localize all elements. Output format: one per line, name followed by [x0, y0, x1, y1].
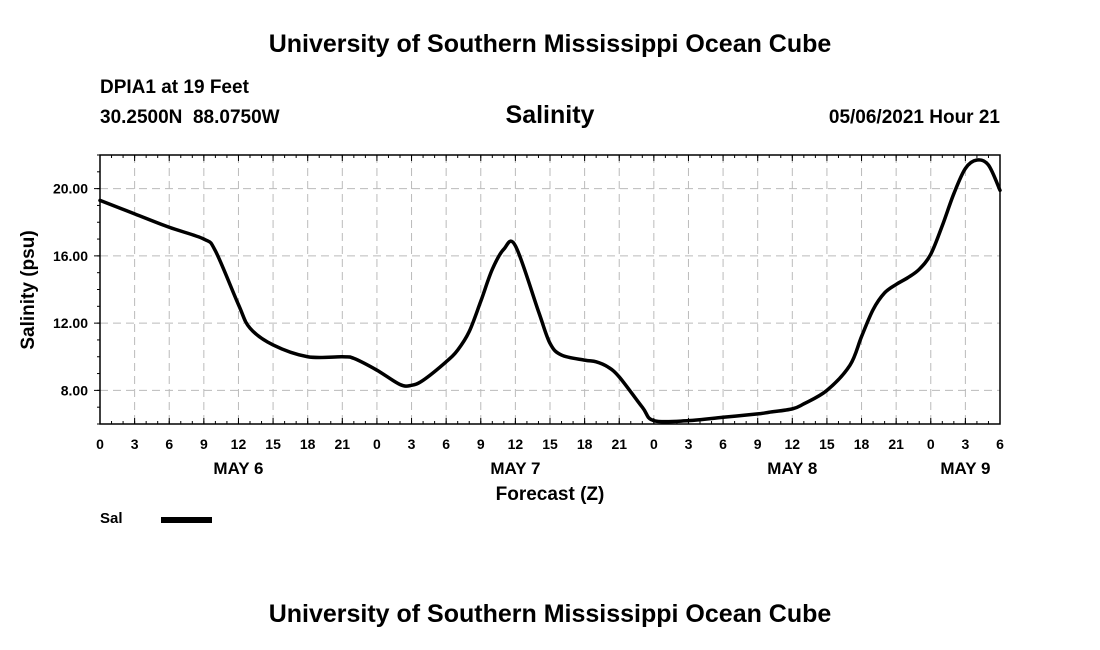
axis-labels: 8.00 12.00 16.00 20.00 0 3 6 9 12 15 18 21 0 3 6 9 12 15 1…	[53, 181, 1004, 478]
x-tick-label: 12	[785, 436, 801, 452]
y-tick-label: 20.00	[53, 181, 88, 197]
x-tick-label: 21	[335, 436, 351, 452]
x-tick-label: 3	[408, 436, 416, 452]
x-tick-label: 0	[650, 436, 658, 452]
forecast-datetime: 05/06/2021 Hour 21	[828, 107, 1000, 128]
x-tick-label: 6	[442, 436, 450, 452]
chart-title-bottom: University of Southern Mississippi Ocean…	[268, 600, 832, 628]
y-tick-label: 12.00	[53, 315, 88, 331]
x-tick-label: 21	[888, 436, 904, 452]
x-axis-label: Forecast (Z)	[496, 484, 605, 505]
y-tick-label: 8.00	[61, 382, 88, 398]
x-tick-label: 18	[300, 436, 316, 452]
legend-label: Sal	[100, 510, 123, 527]
date-label: MAY 6	[213, 459, 263, 478]
x-tick-label: 9	[754, 436, 762, 452]
x-tick-label: 0	[927, 436, 935, 452]
x-tick-label: 15	[265, 436, 281, 452]
x-tick-label: 3	[685, 436, 693, 452]
series-line-sal	[98, 158, 1002, 424]
x-tick-label: 3	[131, 436, 139, 452]
plot-frame	[99, 154, 1001, 425]
x-tick-label: 12	[231, 436, 247, 452]
chart-subtitle: Salinity	[505, 101, 595, 129]
date-label: MAY 8	[767, 459, 817, 478]
x-tick-label: 18	[854, 436, 870, 452]
date-label: MAY 7	[490, 459, 540, 478]
x-tick-label: 21	[611, 436, 627, 452]
y-axis-label: Salinity (psu)	[18, 230, 39, 349]
date-label: MAY 9	[940, 459, 990, 478]
x-tick-label: 12	[508, 436, 524, 452]
legend-swatch	[161, 517, 212, 523]
x-tick-label: 0	[373, 436, 381, 452]
x-tick-label: 15	[542, 436, 558, 452]
x-tick-label: 15	[819, 436, 835, 452]
x-tick-label: 6	[996, 436, 1004, 452]
x-tick-label: 0	[96, 436, 104, 452]
x-tick-label: 6	[165, 436, 173, 452]
x-tick-label: 9	[200, 436, 208, 452]
station-coordinates: 30.2500N 88.0750W	[100, 107, 280, 128]
chart-title-top: University of Southern Mississippi Ocean…	[268, 30, 832, 58]
grid	[100, 155, 1000, 424]
station-label: DPIA1 at 19 Feet	[100, 77, 249, 98]
x-tick-label: 6	[719, 436, 727, 452]
x-tick-label: 18	[577, 436, 593, 452]
y-tick-label: 16.00	[53, 248, 88, 264]
x-tick-label: 9	[477, 436, 485, 452]
axis-ticks	[94, 154, 1001, 425]
series-layer	[98, 158, 1002, 424]
x-tick-label: 3	[961, 436, 969, 452]
